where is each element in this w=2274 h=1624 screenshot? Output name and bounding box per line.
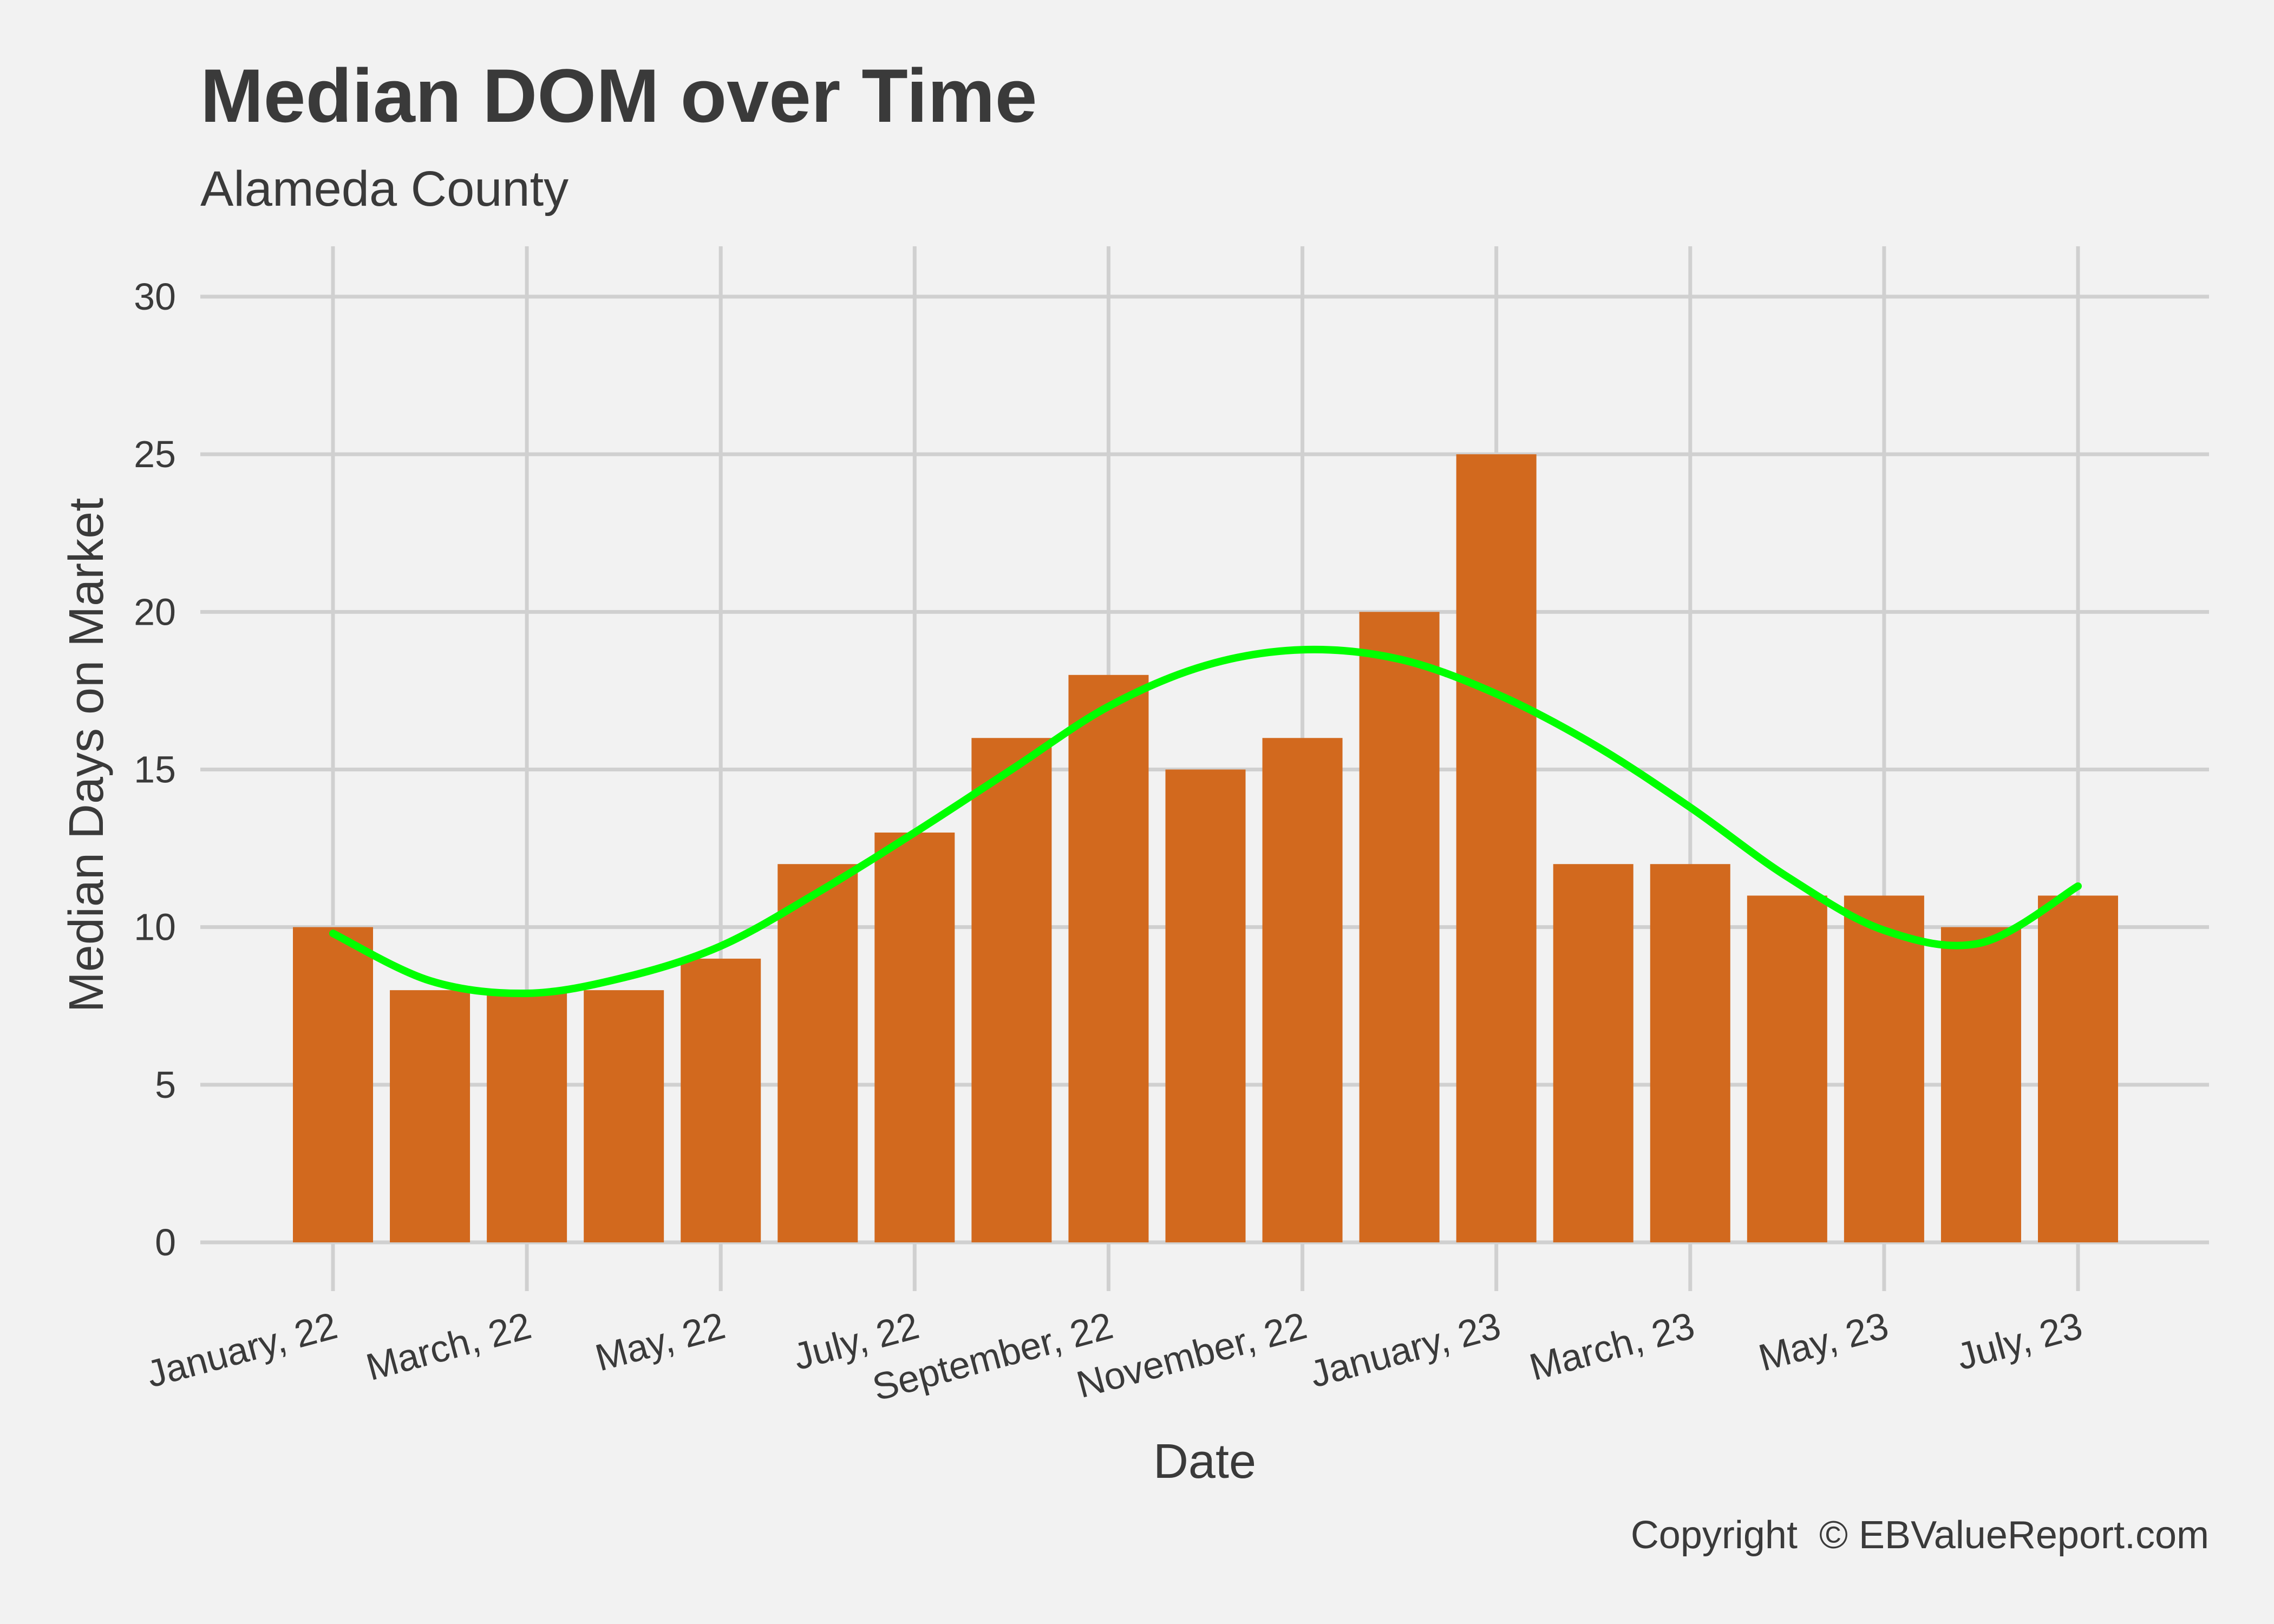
bar-2022-09 bbox=[1068, 675, 1149, 1242]
x-axis-title: Date bbox=[1153, 1435, 1256, 1489]
x-tick-labels: January, 22 March, 22 May, 22 July, 22Septe… bbox=[142, 1304, 2087, 1409]
y-tick-label-15: 15 bbox=[134, 749, 176, 791]
bar-2023-03 bbox=[1650, 864, 1730, 1242]
bar-2023-02 bbox=[1553, 864, 1633, 1242]
bar-2023-04 bbox=[1747, 895, 1827, 1242]
y-tick-label-0: 0 bbox=[155, 1221, 176, 1263]
bar-2022-01 bbox=[293, 927, 373, 1242]
chart-subtitle: Alameda County bbox=[200, 161, 568, 217]
trend-line bbox=[329, 645, 2082, 998]
y-tick-label-30: 30 bbox=[134, 276, 176, 318]
y-tick-label-20: 20 bbox=[134, 591, 176, 633]
y-tick-label-5: 5 bbox=[155, 1064, 176, 1106]
y-axis-title: Median Days on Market bbox=[60, 498, 114, 1012]
x-tick-label-1: March, 22 bbox=[362, 1304, 535, 1389]
bar-2023-06 bbox=[1940, 927, 2021, 1242]
x-tick-label-8: May, 23 bbox=[1754, 1304, 1893, 1379]
copyright-caption: Copyright © EBValueReport.com bbox=[1631, 1514, 2209, 1557]
bar-2022-08 bbox=[971, 738, 1052, 1242]
y-tick-label-10: 10 bbox=[134, 906, 176, 948]
chart-title: Median DOM over Time bbox=[200, 53, 1037, 138]
x-tick-label-2: May, 22 bbox=[591, 1304, 729, 1379]
bar-2022-04 bbox=[584, 990, 664, 1242]
bar-2023-05 bbox=[1844, 895, 1924, 1242]
bar-2022-02 bbox=[390, 990, 471, 1242]
y-tick-labels: 0 5 10 15 20 25 30 bbox=[134, 276, 176, 1263]
bar-2022-11 bbox=[1262, 738, 1343, 1242]
x-tick-label-7: March, 23 bbox=[1525, 1304, 1699, 1389]
y-tick-label-25: 25 bbox=[134, 433, 176, 475]
bar-series bbox=[293, 454, 2118, 1242]
bar-2023-07 bbox=[2038, 895, 2118, 1242]
bar-2022-10 bbox=[1165, 769, 1246, 1242]
bar-2022-12 bbox=[1359, 612, 1440, 1242]
x-tick-label-6: January, 23 bbox=[1305, 1304, 1505, 1396]
bar-2022-05 bbox=[681, 958, 761, 1242]
bar-2022-03 bbox=[487, 990, 567, 1242]
bar-2022-07 bbox=[874, 832, 955, 1242]
x-tick-label-9: July, 23 bbox=[1952, 1304, 2087, 1378]
x-tick-label-0: January, 22 bbox=[142, 1304, 342, 1396]
bar-2022-06 bbox=[777, 864, 858, 1242]
bar-2023-01 bbox=[1456, 454, 1537, 1242]
